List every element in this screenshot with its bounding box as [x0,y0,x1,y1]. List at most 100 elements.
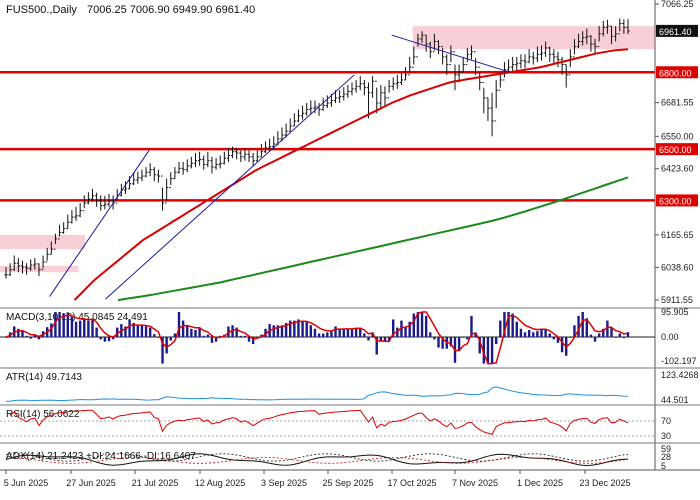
macd-bar-111 [462,337,465,338]
macd-bar-117 [486,337,490,364]
macd-bar-104 [433,337,436,340]
level-label-2: 6300.00 [659,196,692,206]
macd-bar-66 [276,325,280,337]
macd-bar-50 [210,337,214,343]
macd-bar-132 [548,333,551,337]
macd-bar-47 [198,327,201,337]
macd-bar-93 [387,337,391,342]
macd-bar-65 [272,325,275,337]
macd-bar-137 [569,337,572,338]
macd-bar-130 [540,328,543,337]
macd-bar-3 [17,328,20,337]
macd-bar-90 [375,337,378,355]
macd-bar-35 [148,327,152,337]
adx-tick-1: 28 [661,452,671,462]
macd-bar-94 [392,319,395,337]
macd-bar-120 [499,320,502,337]
macd-bar-99 [412,313,416,337]
y-tick-label-4: 6165.65 [661,230,694,240]
macd-bar-39 [165,337,168,354]
adx-panel[interactable]: ADX(14) 21.2423 +DI:24.1666 -DI:16.6407 … [0,442,700,471]
macd-axis: 95.905 0.00 -102.197 [661,307,697,366]
macd-bar-17 [74,321,78,337]
ohlc-header: 7006.25 7006.90 6949.90 6961.40 [87,4,255,16]
macd-bar-123 [511,313,514,337]
macd-bar-148 [614,337,617,338]
macd-bar-69 [289,320,292,337]
macd-bar-139 [577,315,580,337]
price-panel[interactable]: 7066.25 6681.55 6550.00 6423.60 6165.65 6038.… [0,0,700,308]
y-tick-label-1: 6681.55 [661,98,694,108]
macd-bar-58 [243,335,247,337]
macd-bar-11 [50,323,53,337]
macd-bar-44 [186,325,189,337]
x-tick-label-7: 7 Nov 2025 [452,478,498,488]
level-label-bg-1 [656,143,698,156]
macd-bar-129 [536,331,539,337]
macd-bar-63 [264,328,267,337]
macd-panel[interactable]: MACD(3,10,16) 45.0845 24.491 95.9050.00-… [0,307,700,366]
macd-bar-27 [116,327,119,337]
macd-bar-57 [239,335,242,337]
macd-bar-126 [523,332,527,337]
adx-tick-0: 59 [661,444,671,454]
ma-red-line [73,48,629,301]
macd-bar-88 [367,337,370,341]
macd-bar-76 [317,333,321,337]
y-tick-label-5: 6038.60 [661,262,694,272]
macd-bar-125 [519,328,523,337]
macd-bar-133 [552,337,556,340]
macd-bar-71 [297,319,300,337]
macd-bar-32 [136,325,140,337]
macd-bar-128 [532,332,535,337]
macd-bar-102 [424,315,428,337]
macd-bar-21 [91,318,94,337]
macd-bar-54 [227,326,230,337]
x-tick-label-5: 25 Sep 2025 [322,478,373,488]
macd-bar-119 [494,337,498,345]
macd-bar-84 [350,328,354,337]
y-tick-label-3: 6423.60 [661,164,694,174]
macd-bar-146 [606,320,609,337]
macd-bar-19 [83,319,86,337]
macd-bar-38 [161,337,164,364]
macd-bar-12 [54,312,57,337]
macd-bar-118 [490,337,494,364]
macd-bar-79 [330,331,333,337]
rsi-axis: 70 30 [661,416,671,441]
macd-bar-103 [429,332,432,337]
macd-bar-22 [95,327,98,337]
macd-bar-91 [379,337,383,342]
atr-tick-0: 123.4268 [661,370,699,380]
rsi-panel[interactable]: RSI(14) 56.0622 70 30 [0,404,700,441]
macd-bar-83 [346,328,350,337]
macd-bar-100 [416,312,420,337]
y-tick-label-6: 5911.55 [661,295,693,305]
x-tick-label-0: 5 Jun 2025 [4,478,49,488]
adx-tick-2: 5 [661,461,666,471]
macd-bar-61 [256,337,259,338]
macd-bar-145 [602,328,605,337]
macd-bar-48 [202,335,205,337]
macd-bar-92 [383,337,387,342]
plus-di-line [5,453,629,462]
macd-bar-45 [190,328,193,337]
macd-bar-33 [140,325,144,337]
macd-bar-56 [235,327,238,337]
macd-bar-8 [37,337,41,340]
macd-bar-74 [309,325,313,337]
macd-bar-55 [231,325,234,337]
macd-bar-80 [334,326,337,337]
macd-bar-134 [556,337,560,343]
macd-bar-98 [408,321,411,337]
level-label-0: 6800.00 [659,68,692,78]
atr-label: ATR(14) 49.7143 [6,372,82,383]
macd-bar-87 [363,333,366,337]
macd-bar-70 [293,320,296,337]
x-tick-label-2: 21 Jul 2025 [132,478,179,488]
atr-panel[interactable]: ATR(14) 49.7143 123.4268 44.501 [0,367,700,405]
macd-bar-110 [457,337,461,352]
macd-bar-41 [173,333,177,337]
